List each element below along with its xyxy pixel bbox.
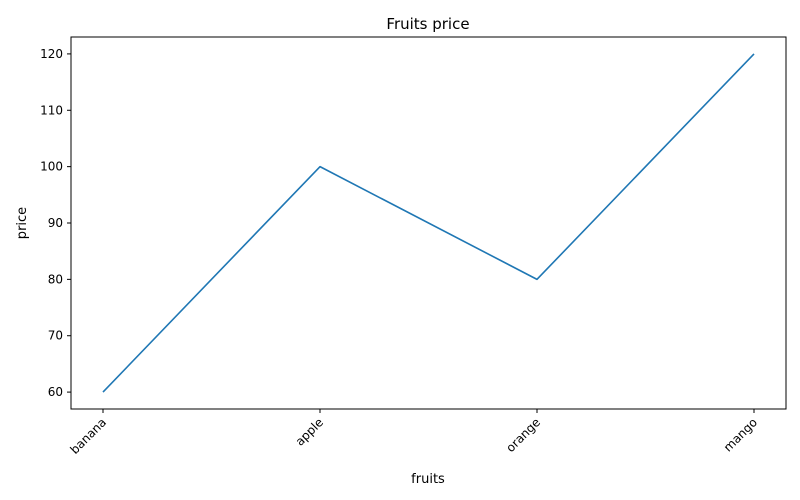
x-axis: banana apple orange mango — [67, 409, 760, 457]
y-tick-label: 90 — [48, 216, 63, 230]
y-tick-label: 60 — [48, 385, 63, 399]
y-tick-label: 80 — [48, 272, 63, 286]
x-tick-label-orange: orange — [503, 415, 543, 455]
y-tick-label: 120 — [40, 47, 63, 61]
series-group — [102, 53, 755, 393]
x-axis-label: fruits — [411, 472, 445, 487]
y-tick-label: 70 — [48, 329, 63, 343]
y-axis: 60 70 80 90 100 110 120 — [40, 47, 71, 399]
chart-title: Fruits price — [386, 15, 469, 33]
x-tick-label-apple: apple — [293, 415, 326, 448]
x-tick-label-mango: mango — [721, 415, 760, 454]
y-tick-label: 110 — [40, 103, 63, 117]
price-series-line — [102, 53, 755, 393]
x-tick-label-banana: banana — [67, 415, 109, 457]
y-tick-label: 100 — [40, 160, 63, 174]
y-axis-label: price — [15, 207, 30, 239]
